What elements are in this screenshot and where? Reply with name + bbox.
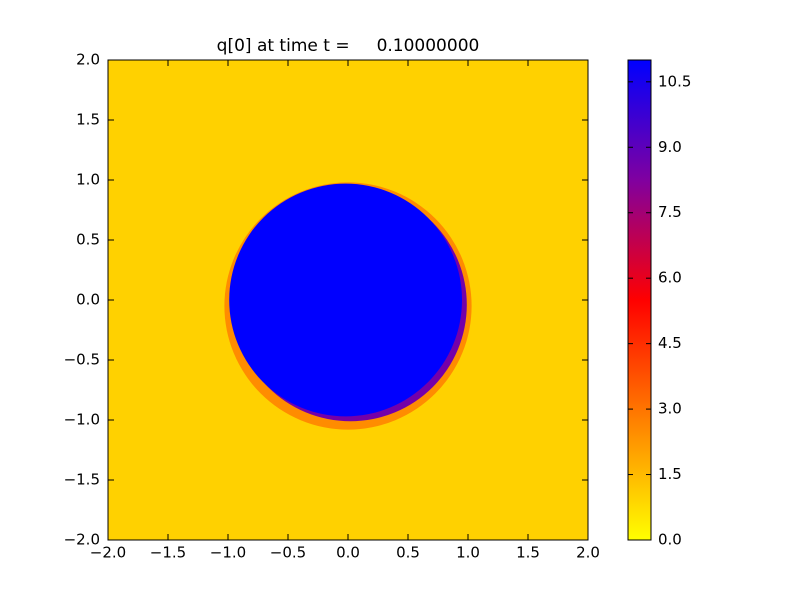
x-tick-label: −1.5 xyxy=(150,544,186,562)
colorbar-tick-label: 6.0 xyxy=(658,269,682,287)
y-tick-label: −2.0 xyxy=(64,531,100,549)
x-tick-label: −0.5 xyxy=(270,544,306,562)
y-tick-label: 0.5 xyxy=(76,231,100,249)
field-region xyxy=(229,183,462,417)
y-tick-label: 1.5 xyxy=(76,111,100,129)
x-tick-label: 1.0 xyxy=(456,544,480,562)
y-tick-label: −1.0 xyxy=(64,411,100,429)
x-tick-label: −1.0 xyxy=(210,544,246,562)
x-tick-label: 1.5 xyxy=(516,544,540,562)
colorbar-tick-label: 0.0 xyxy=(658,531,682,549)
colorbar-tick-label: 4.5 xyxy=(658,334,682,352)
colorbar-tick-label: 7.5 xyxy=(658,203,682,221)
y-tick-label: −0.5 xyxy=(64,351,100,369)
x-tick-label: −2.0 xyxy=(90,544,126,562)
y-tick-label: 0.0 xyxy=(76,291,100,309)
colorbar-tick-label: 9.0 xyxy=(658,138,682,156)
x-tick-label: 0.0 xyxy=(336,544,360,562)
y-tick-label: 2.0 xyxy=(76,51,100,69)
colorbar-tick-label: 10.5 xyxy=(658,72,691,90)
chart-title: q[0] at time t = 0.10000000 xyxy=(217,36,480,56)
colorbar-tick-label: 3.0 xyxy=(658,400,682,418)
y-tick-label: −1.5 xyxy=(64,471,100,489)
colorbar xyxy=(627,59,652,541)
y-tick-label: 1.0 xyxy=(76,171,100,189)
colorbar-tick-label: 1.5 xyxy=(658,465,682,483)
x-tick-label: 2.0 xyxy=(576,544,600,562)
x-tick-label: 0.5 xyxy=(396,544,420,562)
